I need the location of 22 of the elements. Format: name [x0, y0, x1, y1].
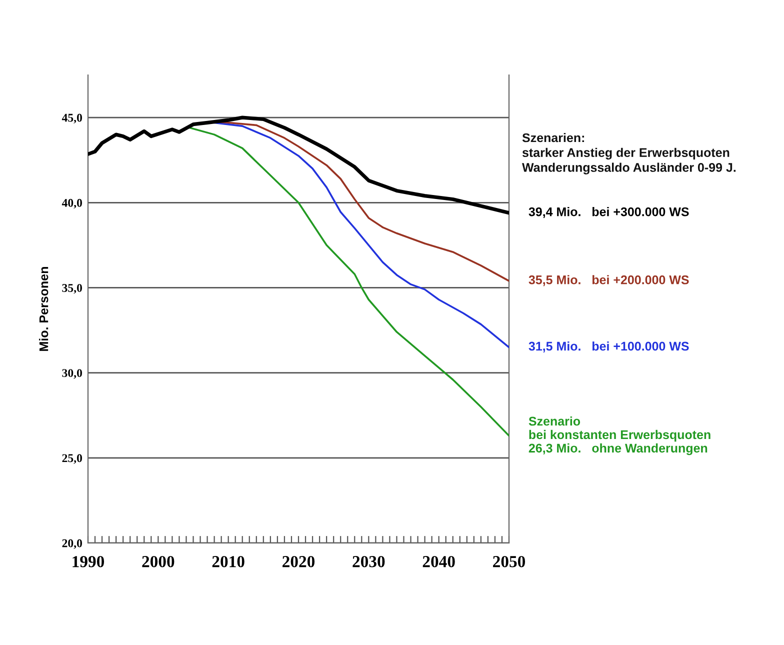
y-tick-label: 20,0 [62, 539, 82, 549]
y-tick-label: 45,0 [62, 114, 82, 124]
x-tick-label: 2000 [142, 556, 174, 568]
y-tick-label: 40,0 [62, 198, 82, 209]
line-series [88, 116, 509, 215]
y-tick-label: 35,0 [62, 284, 82, 294]
text: Szenarien: starker Anstieg der Erwerbsquoten Wanderungssaldo Ausländer 0-99 J. [522, 133, 736, 174]
y-axis-title: Mio. Personen [39, 267, 48, 351]
series-label: 35,5 Mio. bei +200.000 WS [528, 275, 689, 286]
x-tick-label: 2050 [493, 556, 526, 568]
x-tick-label: 2040 [422, 556, 455, 568]
series-label: Szenario bei konstanten Erwerbsquoten 26,3 Mio. ohne Wanderungen [528, 416, 710, 456]
series-label: 31,5 Mio. bei +100.000 WS [528, 341, 689, 352]
line-series [188, 126, 509, 437]
line-series [213, 122, 509, 348]
x-tick-label: 2010 [212, 556, 244, 568]
y-tick-label: 25,0 [62, 454, 82, 464]
x-tick-label: 2030 [352, 556, 385, 568]
x-tick-label: 2020 [282, 556, 315, 568]
series-label: 39,4 Mio. bei +300.000 WS [528, 207, 689, 218]
y-tick-label: 30,0 [62, 369, 82, 379]
x-tick-label: 1990 [72, 556, 104, 568]
